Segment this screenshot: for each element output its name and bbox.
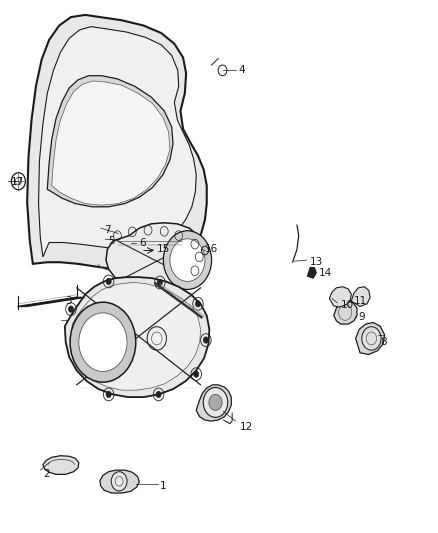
Text: 15: 15 <box>157 245 170 254</box>
Circle shape <box>209 394 222 410</box>
Circle shape <box>79 313 127 372</box>
Text: 16: 16 <box>205 245 218 254</box>
Text: 7: 7 <box>104 225 111 235</box>
Polygon shape <box>307 268 316 278</box>
Text: 13: 13 <box>310 257 323 267</box>
Polygon shape <box>39 27 196 257</box>
Circle shape <box>70 302 136 382</box>
Text: 1: 1 <box>160 481 166 491</box>
Circle shape <box>163 231 212 289</box>
Polygon shape <box>65 277 209 397</box>
Polygon shape <box>52 81 170 205</box>
Polygon shape <box>329 287 351 307</box>
Circle shape <box>203 337 208 343</box>
Polygon shape <box>27 15 207 273</box>
Polygon shape <box>43 456 79 474</box>
Text: 3: 3 <box>65 296 71 306</box>
Circle shape <box>111 472 127 491</box>
Polygon shape <box>71 282 201 390</box>
Text: 5: 5 <box>109 236 115 246</box>
Text: 17: 17 <box>11 177 24 187</box>
Circle shape <box>68 306 74 312</box>
Text: 9: 9 <box>358 312 365 322</box>
Text: 12: 12 <box>240 423 253 432</box>
Polygon shape <box>47 76 173 207</box>
Circle shape <box>157 279 162 286</box>
Circle shape <box>170 239 205 281</box>
Circle shape <box>195 301 201 307</box>
Polygon shape <box>351 287 370 306</box>
Polygon shape <box>196 385 231 421</box>
Text: 11: 11 <box>354 296 367 306</box>
Circle shape <box>362 327 381 350</box>
Text: 2: 2 <box>43 470 49 479</box>
Circle shape <box>156 391 161 398</box>
Circle shape <box>106 278 111 285</box>
Polygon shape <box>356 322 385 354</box>
Text: 10: 10 <box>341 300 354 310</box>
Circle shape <box>203 387 228 417</box>
Polygon shape <box>100 470 139 493</box>
Circle shape <box>106 391 111 398</box>
Text: 4: 4 <box>239 66 245 75</box>
Polygon shape <box>334 301 357 324</box>
Polygon shape <box>106 223 201 290</box>
Circle shape <box>194 371 199 377</box>
Text: 8: 8 <box>380 337 387 347</box>
Text: 14: 14 <box>319 268 332 278</box>
Text: 6: 6 <box>139 238 146 247</box>
